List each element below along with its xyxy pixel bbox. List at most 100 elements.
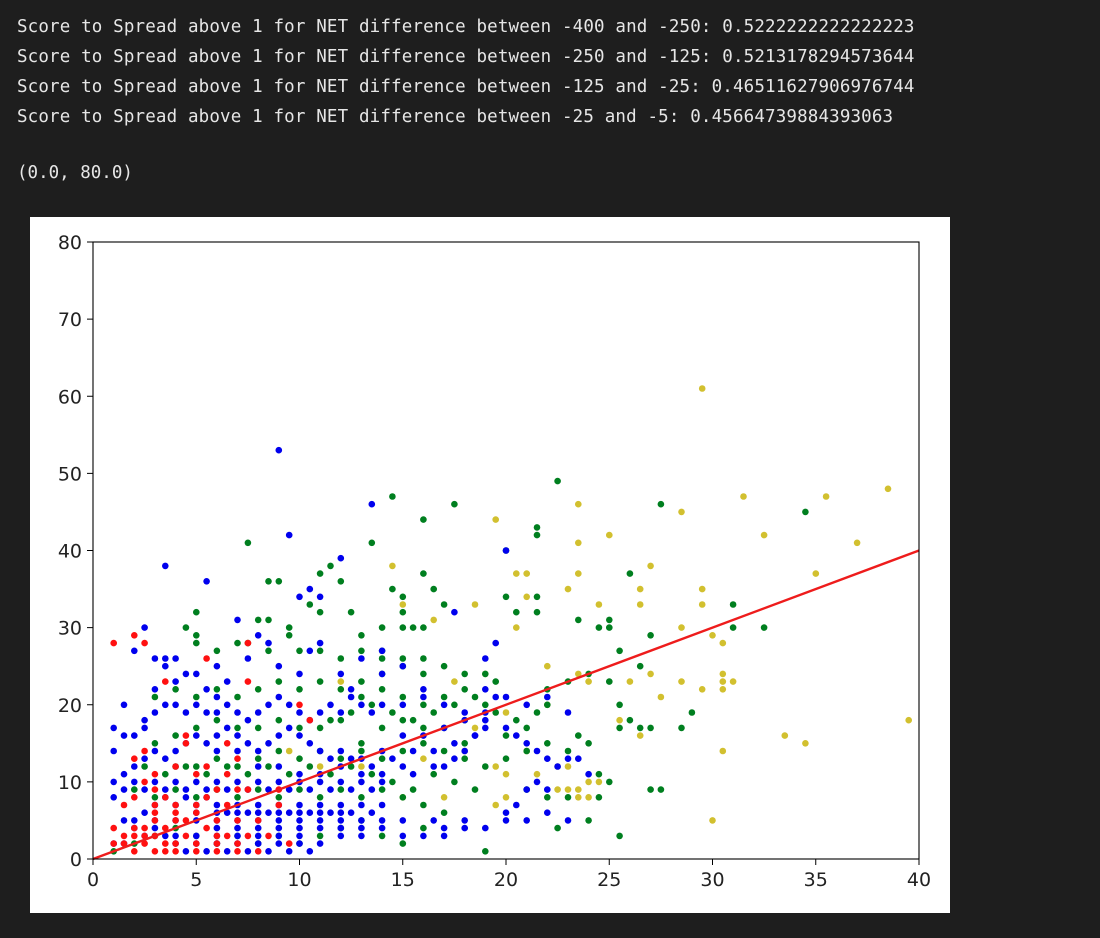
data-point [182,709,190,716]
data-point [698,601,706,608]
data-point [254,809,262,816]
data-point [193,724,200,732]
x-tick-label: 25 [597,869,621,891]
data-point [151,655,159,662]
data-point [461,709,469,716]
data-point [223,678,231,685]
data-point [461,824,469,832]
data-point [482,670,489,678]
data-point [285,786,293,793]
data-point [193,701,200,709]
data-point [151,786,159,793]
data-point [430,747,438,755]
data-point [368,770,376,778]
data-point [399,832,407,840]
data-point [296,801,303,809]
data-point [399,747,407,755]
data-point [585,794,592,801]
data-point [337,778,345,786]
data-point [647,786,654,793]
data-point [120,786,128,793]
data-point [265,701,272,709]
data-point [120,801,128,809]
data-point [347,763,355,770]
data-point [296,770,303,778]
data-point [141,824,148,832]
x-tick-label: 40 [907,869,931,891]
data-point [347,693,355,701]
result-tuple: (0.0, 80.0) [17,163,133,183]
data-point [223,724,231,732]
data-point [337,755,345,762]
data-point [389,493,396,500]
data-point [502,547,510,554]
data-point [244,848,252,855]
data-point [275,801,283,809]
data-point [254,817,262,824]
data-point [213,755,221,762]
y-tick-label: 60 [58,386,82,408]
data-point [327,770,334,778]
data-point [595,794,603,801]
data-point [327,809,334,816]
data-point [482,824,489,832]
data-point [296,824,303,832]
data-point [265,616,272,624]
data-point [182,670,190,678]
data-point [131,763,138,770]
data-point [296,670,303,678]
data-point [296,709,303,716]
y-tick-label: 0 [70,849,82,871]
data-point [285,848,293,855]
data-point [399,662,407,670]
data-point [172,778,179,786]
data-point [616,701,623,709]
data-point [131,778,138,786]
data-point [275,824,283,832]
fit-line-layer [92,549,920,861]
data-point [316,608,324,616]
data-point [368,500,376,508]
data-point [316,647,324,655]
data-point [172,747,179,755]
data-point [265,647,272,655]
data-point [585,678,592,685]
data-point [358,824,365,832]
data-point [110,778,117,786]
data-point [585,817,592,824]
data-point [193,732,200,739]
y-axis: 0 10 20 30 40 50 60 70 80 [58,232,93,871]
data-point [244,655,252,662]
data-point [399,693,407,701]
data-point [698,686,706,693]
data-point [564,755,572,762]
data-point [626,570,634,577]
data-point [409,716,417,724]
data-point [358,747,365,755]
data-point [657,693,665,701]
data-point [482,686,489,693]
data-point [141,840,148,847]
data-point [234,809,241,816]
data-point [172,686,179,693]
data-points [110,385,912,855]
data-point [254,840,262,847]
data-point [327,701,334,709]
data-point [120,832,128,840]
data-point [234,794,241,801]
data-point [213,840,221,847]
data-point [461,755,469,762]
data-point [182,817,190,824]
data-point [544,701,551,709]
data-point [234,709,241,716]
data-point [688,709,696,716]
data-point [378,655,386,662]
data-point [378,778,386,786]
data-point [337,678,345,685]
data-point [234,755,241,762]
data-point [234,848,241,855]
data-point [544,809,551,816]
data-point [585,740,592,747]
data-point [234,639,241,647]
data-point [285,632,293,639]
